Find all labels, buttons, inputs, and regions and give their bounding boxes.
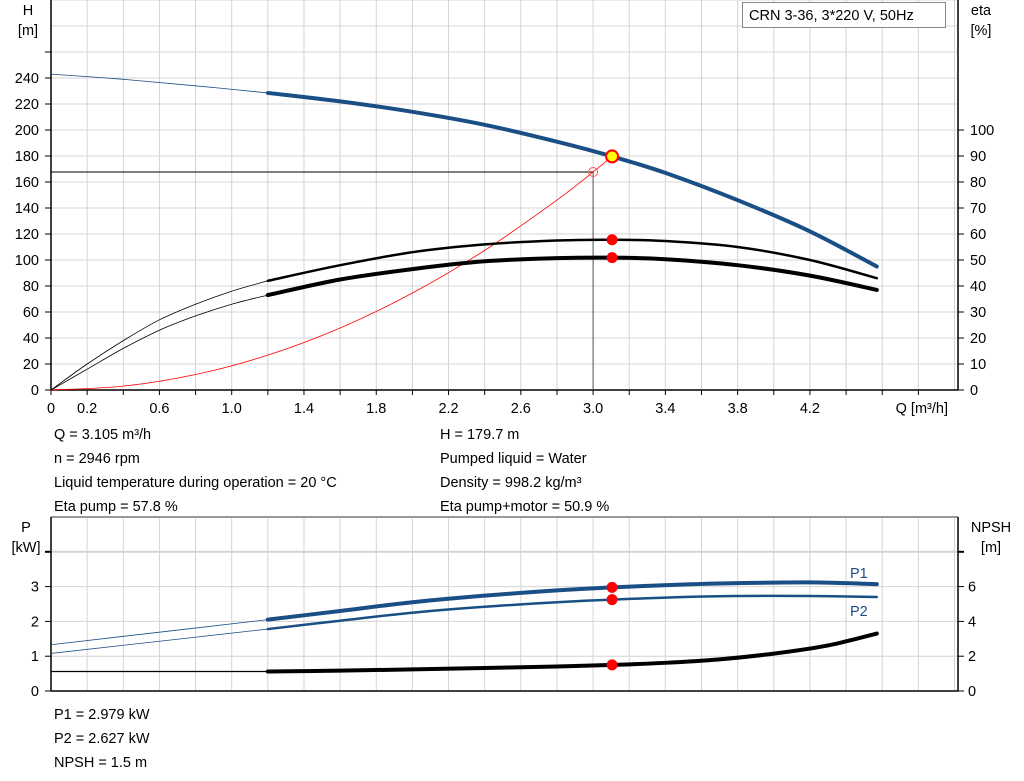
x-tick-label: 2.2 [438, 401, 458, 417]
y-left-tick-label: 200 [15, 123, 39, 139]
x-tick-label: 1.0 [222, 401, 242, 417]
y-right-tick-label: 2 [968, 649, 976, 665]
x-tick-label: 2.6 [511, 401, 531, 417]
y-right-tick-label: 20 [970, 331, 986, 347]
pumped-liquid: Pumped liquid = Water [440, 451, 587, 467]
y-left-tick-label: 80 [23, 279, 39, 295]
head-curve [265, 90, 879, 269]
p1-series-label: P1 [850, 566, 868, 582]
y-right-axis-unit: [m] [981, 540, 1001, 556]
y-left-tick-label: 20 [23, 357, 39, 373]
y-right-tick-label: 100 [970, 123, 994, 139]
head-value: H = 179.7 m [440, 427, 520, 443]
y-right-tick-label: 0 [968, 684, 976, 700]
x-tick-label: 1.4 [294, 401, 314, 417]
y-left-tick-label: 220 [15, 97, 39, 113]
system-curve [50, 156, 613, 391]
y-left-tick-label: 2 [31, 614, 39, 630]
y-left-tick-label: 120 [15, 227, 39, 243]
y-left-tick-label: 180 [15, 149, 39, 165]
x-tick-label: 4.2 [800, 401, 820, 417]
eta-pump-motor-value: Eta pump+motor = 50.9 % [440, 499, 610, 515]
y-left-tick-label: 40 [23, 331, 39, 347]
x-tick-label: 0.2 [77, 401, 97, 417]
npsh-duty-marker [606, 659, 618, 671]
y-left-tick-label: 60 [23, 305, 39, 321]
y-left-tick-label: 160 [15, 175, 39, 191]
head-curve-extrapolated [50, 73, 268, 94]
info-top-right: H = 179.7 m Pumped liquid = Water Densit… [440, 423, 609, 519]
p1-curve [265, 580, 879, 622]
flow-value: Q = 3.105 m³/h [54, 427, 152, 443]
y-right-tick-label: 0 [970, 383, 978, 399]
density-value: Density = 998.2 kg/m³ [440, 475, 582, 491]
info-bottom: P1 = 2.979 kW P2 = 2.627 kW NPSH = 1.5 m [54, 703, 150, 775]
x-tick-label: 3.8 [728, 401, 748, 417]
eta-pump-value: Eta pump = 57.8 % [54, 499, 178, 515]
x-tick-label: 3.4 [655, 401, 675, 417]
p1-value: P1 = 2.979 kW [54, 707, 150, 723]
y-right-axis-label: eta [971, 3, 992, 19]
x-tick-label: 3.0 [583, 401, 603, 417]
npsh-curve [265, 631, 879, 674]
y-right-axis-unit: [%] [971, 23, 992, 39]
p2-curve-extrapolated [50, 628, 268, 654]
y-right-tick-label: 90 [970, 149, 986, 165]
y-left-axis-unit: [kW] [12, 540, 41, 556]
p1-curve-extrapolated [50, 619, 268, 646]
liquid-temperature: Liquid temperature during operation = 20… [54, 475, 337, 491]
eta-pump-motor-curve-extrapolated [50, 294, 268, 391]
eta-pump-duty-marker [606, 234, 618, 246]
eta-pump-curve [266, 238, 879, 283]
y-left-tick-label: 140 [15, 201, 39, 217]
pump-model-legend: CRN 3-36, 3*220 V, 50Hz [742, 2, 946, 28]
y-left-tick-label: 3 [31, 580, 39, 596]
x-tick-label: 0 [47, 401, 55, 417]
y-right-tick-label: 50 [970, 253, 986, 269]
y-right-tick-label: 4 [968, 614, 976, 630]
y-left-tick-label: 1 [31, 649, 39, 665]
y-left-tick-label: 0 [31, 383, 39, 399]
speed-value: n = 2946 rpm [54, 451, 140, 467]
npsh-value: NPSH = 1.5 m [54, 755, 148, 771]
y-left-tick-label: 240 [15, 71, 39, 87]
y-right-tick-label: 40 [970, 279, 986, 295]
y-left-axis-unit: [m] [18, 23, 38, 39]
p2-value: P2 = 2.627 kW [54, 731, 150, 747]
eta-pump-curve-extrapolated [50, 280, 268, 391]
y-right-tick-label: 10 [970, 357, 986, 373]
info-top-left: Q = 3.105 m³/h n = 2946 rpm Liquid tempe… [54, 423, 337, 519]
y-right-tick-label: 30 [970, 305, 986, 321]
y-right-tick-label: 6 [968, 580, 976, 596]
y-right-tick-label: 60 [970, 227, 986, 243]
duty-point-marker [605, 149, 620, 164]
y-left-tick-label: 0 [31, 684, 39, 700]
x-tick-label: 1.8 [366, 401, 386, 417]
p2-series-label: P2 [850, 604, 868, 620]
y-left-tick-label: 100 [15, 253, 39, 269]
p2-curve [266, 594, 879, 631]
p1-duty-marker [606, 581, 618, 593]
p2-duty-marker [606, 594, 618, 606]
x-tick-label: 0.6 [149, 401, 169, 417]
y-right-tick-label: 70 [970, 201, 986, 217]
eta-pump-motor-duty-marker [606, 252, 618, 264]
y-left-axis-label: H [23, 3, 33, 19]
y-right-tick-label: 80 [970, 175, 986, 191]
reference-point-marker [588, 166, 599, 177]
x-axis-label: Q [m³/h] [896, 401, 948, 417]
y-right-axis-label: NPSH [971, 520, 1011, 536]
y-left-axis-label: P [21, 520, 31, 536]
eta-pump-motor-curve [265, 255, 879, 298]
